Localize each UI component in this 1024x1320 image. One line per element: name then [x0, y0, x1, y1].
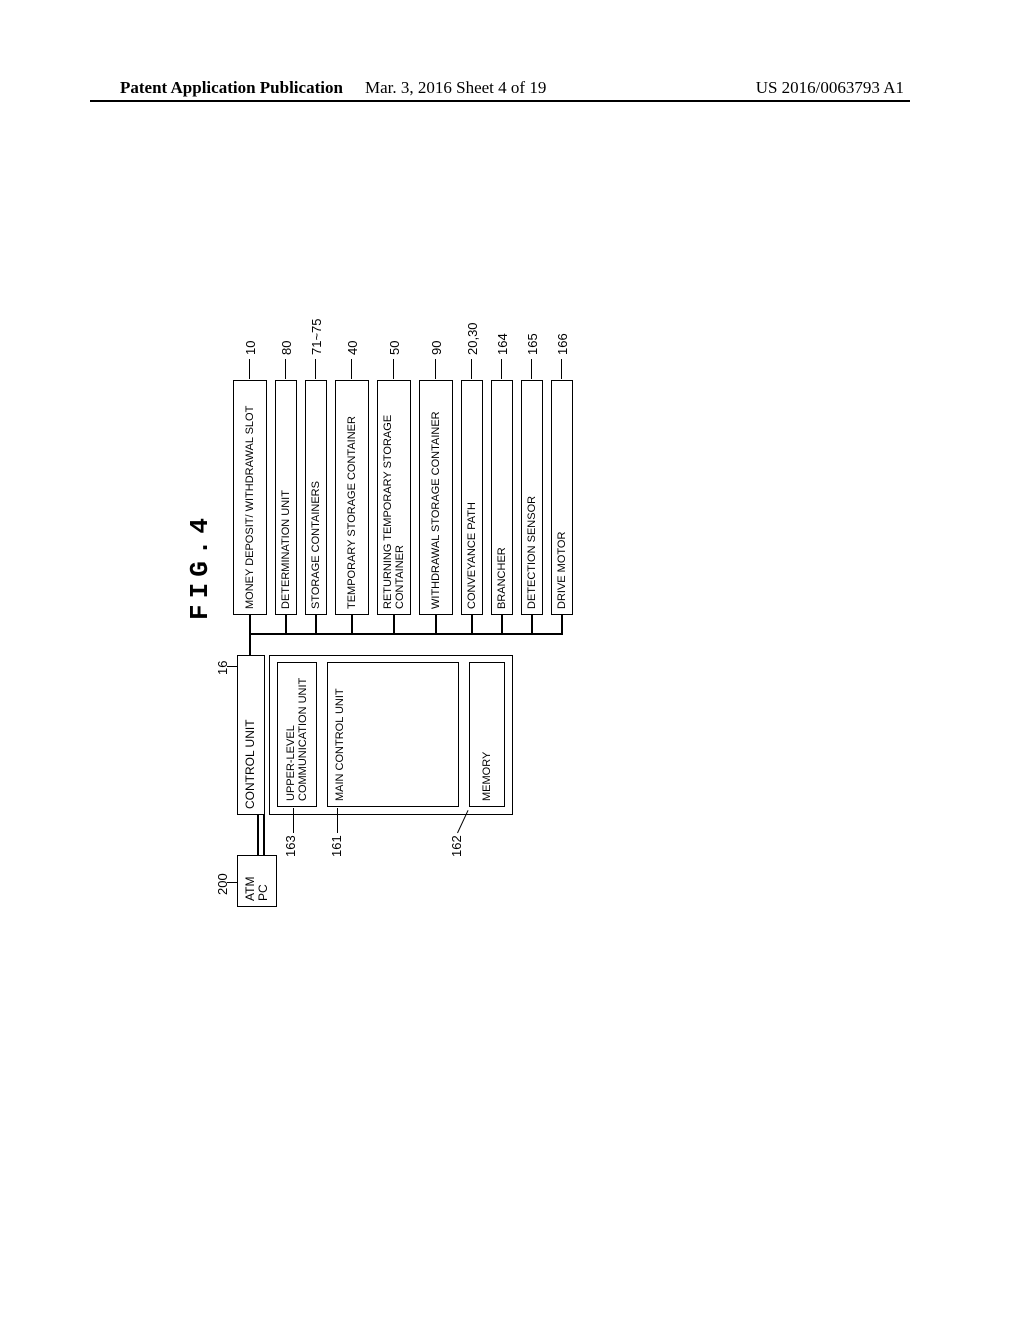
connector-line	[249, 615, 251, 635]
connector-line	[393, 615, 395, 635]
connector-line	[285, 615, 287, 635]
lead-line	[393, 359, 394, 379]
box-label: RETURNING TEMPORARY STORAGE CONTAINER	[382, 386, 406, 609]
ref-90: 90	[429, 341, 444, 355]
connector-line	[249, 635, 251, 655]
connector-line	[435, 615, 437, 635]
ref-20-30: 20,30	[465, 322, 480, 355]
main-control-ref: 161	[329, 835, 344, 857]
lead-line	[315, 359, 316, 379]
control-unit-box: CONTROL UNIT	[237, 655, 265, 815]
brancher-box: BRANCHER	[491, 380, 513, 615]
temp-storage-box: TEMPORARY STORAGE CONTAINER	[335, 380, 369, 615]
header-right: US 2016/0063793 A1	[756, 78, 904, 98]
memory-label: MEMORY	[481, 752, 493, 801]
box-label: WITHDRAWAL STORAGE CONTAINER	[430, 411, 442, 609]
ref-71-75: 71~75	[309, 318, 324, 355]
lead-line	[561, 359, 562, 379]
bus-line	[249, 634, 563, 636]
figure-4: FIG.4 ATM PC 200 CONTROL UNIT 16 UPPER-L…	[225, 305, 765, 845]
drive-motor-box: DRIVE MOTOR	[551, 380, 573, 615]
box-label: TEMPORARY STORAGE CONTAINER	[346, 416, 358, 609]
atm-pc-label: ATM PC	[244, 861, 270, 901]
ref-166: 166	[555, 333, 570, 355]
header-rule	[90, 100, 910, 102]
box-label: STORAGE CONTAINERS	[310, 481, 322, 609]
lead-line	[249, 359, 250, 379]
ref-40: 40	[345, 341, 360, 355]
lead-line	[531, 359, 532, 379]
returning-temp-box: RETURNING TEMPORARY STORAGE CONTAINER	[377, 380, 411, 615]
connector-line	[351, 615, 353, 635]
lead-line	[435, 359, 436, 379]
atm-pc-box: ATM PC	[237, 855, 277, 907]
box-label: DETECTION SENSOR	[526, 496, 538, 609]
main-control-label: MAIN CONTROL UNIT	[334, 688, 346, 801]
box-label: DETERMINATION UNIT	[280, 490, 292, 609]
memory-box: MEMORY	[469, 662, 505, 807]
ref-165: 165	[525, 333, 540, 355]
connector-line	[561, 615, 563, 635]
lead-line	[293, 808, 294, 833]
box-label: BRANCHER	[496, 547, 508, 609]
double-arrow-icon	[255, 815, 269, 855]
control-unit-label: CONTROL UNIT	[244, 719, 257, 809]
lead-line	[471, 359, 472, 379]
withdrawal-storage-box: WITHDRAWAL STORAGE CONTAINER	[419, 380, 453, 615]
ref-10: 10	[243, 341, 258, 355]
ref-80: 80	[279, 341, 294, 355]
figure-title: FIG.4	[185, 512, 215, 620]
lead-line	[227, 882, 237, 883]
detection-sensor-box: DETECTION SENSOR	[521, 380, 543, 615]
connector-line	[531, 615, 533, 635]
connector-line	[471, 615, 473, 635]
box-label: CONVEYANCE PATH	[466, 502, 478, 609]
box-label: DRIVE MOTOR	[556, 532, 568, 609]
lead-line	[501, 359, 502, 379]
lead-line	[227, 666, 237, 667]
upper-comm-ref: 163	[283, 835, 298, 857]
header-center: Mar. 3, 2016 Sheet 4 of 19	[365, 78, 546, 98]
lead-line	[337, 808, 338, 833]
lead-line	[285, 359, 286, 379]
ref-164: 164	[495, 333, 510, 355]
conveyance-path-box: CONVEYANCE PATH	[461, 380, 483, 615]
atm-pc-ref: 200	[215, 873, 230, 895]
box-label: MONEY DEPOSIT/ WITHDRAWAL SLOT	[244, 406, 256, 609]
ref-50: 50	[387, 341, 402, 355]
connector-line	[315, 615, 317, 635]
control-unit-ref: 16	[215, 661, 230, 675]
upper-comm-box: UPPER-LEVEL COMMUNICATION UNIT	[277, 662, 317, 807]
determination-box: DETERMINATION UNIT	[275, 380, 297, 615]
storage-containers-box: STORAGE CONTAINERS	[305, 380, 327, 615]
connector-line	[501, 615, 503, 635]
memory-ref: 162	[449, 835, 464, 857]
main-control-box: MAIN CONTROL UNIT	[327, 662, 459, 807]
upper-comm-label: UPPER-LEVEL COMMUNICATION UNIT	[285, 668, 309, 801]
lead-line	[351, 359, 352, 379]
header-left: Patent Application Publication	[120, 78, 343, 98]
money-deposit-box: MONEY DEPOSIT/ WITHDRAWAL SLOT	[233, 380, 267, 615]
